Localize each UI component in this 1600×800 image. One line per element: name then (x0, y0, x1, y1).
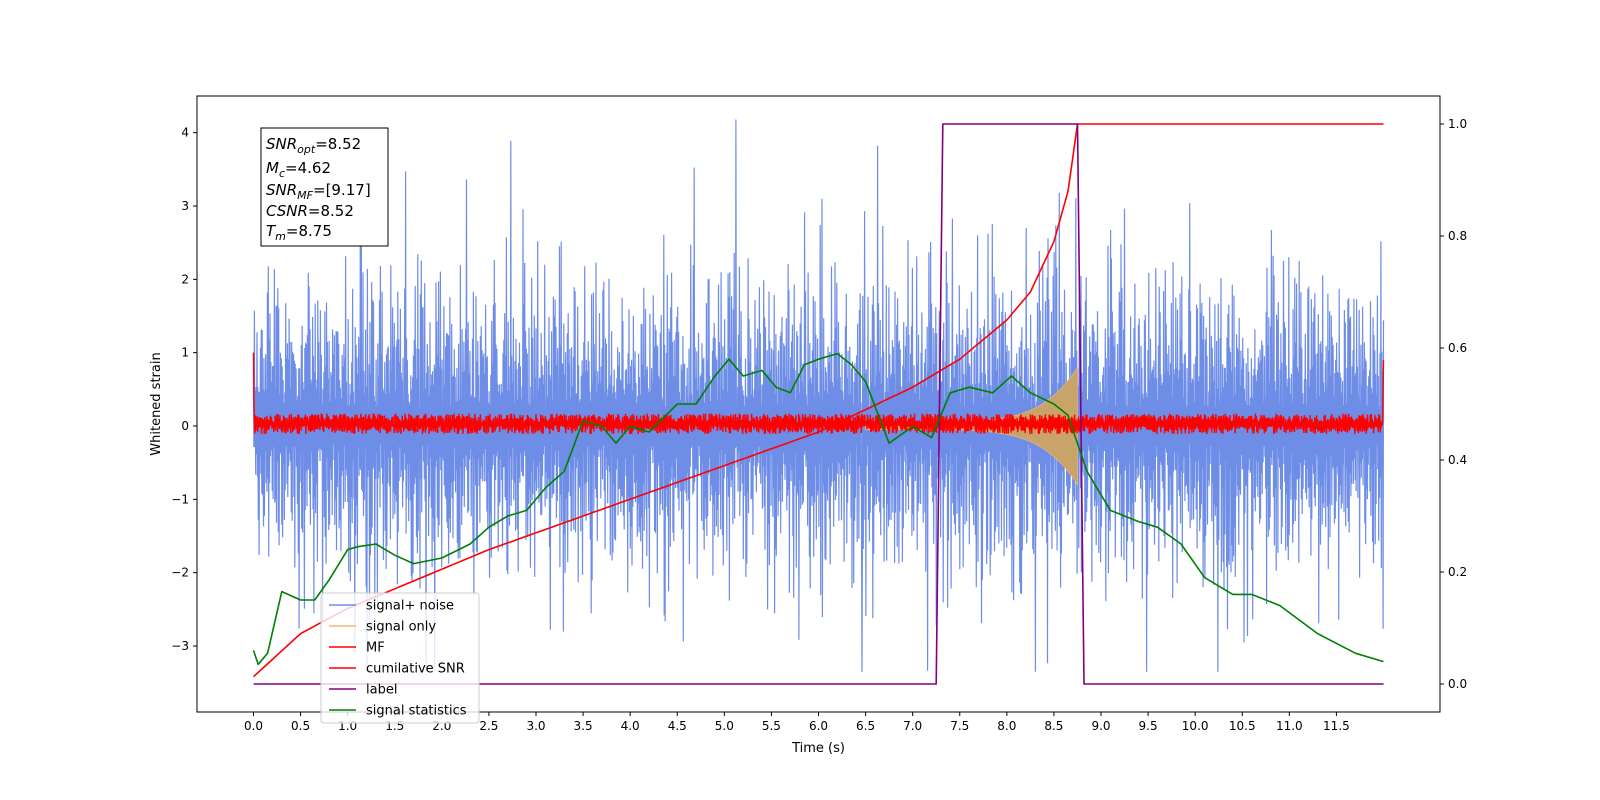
legend: signal+ noise signal only MF cumilative SNR… (320, 592, 480, 724)
legend-label: cumilative SNR (366, 662, 465, 677)
y2-tick-label: 0.8 (1448, 229, 1467, 243)
legend-label: signal+ noise (366, 599, 454, 614)
y2-tick-label: 1.0 (1448, 117, 1467, 131)
series-label-line (253, 123, 1384, 685)
x-tick-label: 0.5 (291, 719, 310, 733)
annotation-box: SNRopt=8.52 Mc=4.62 SNRMF=[9.17] CSNR=8.… (260, 127, 389, 247)
y-tick-label: −1 (171, 492, 189, 506)
y-tick-label: 2 (181, 272, 189, 286)
x-tick-label: 10.0 (1182, 719, 1209, 733)
x-tick-label: 8.5 (1044, 719, 1063, 733)
series-cumulative-snr-line (252, 123, 1384, 678)
y2-tick-label: 0.6 (1448, 341, 1467, 355)
legend-item: label (329, 683, 397, 698)
y-axis-label: Whitened strain (149, 352, 164, 455)
svg-text:Mc=4.62: Mc=4.62 (266, 159, 331, 180)
y-axis-left: −3 −2 −1 0 1 2 3 4 (171, 126, 197, 653)
svg-text:SNRMF=[9.17]: SNRMF=[9.17] (266, 181, 371, 202)
annotation-snr-opt: 8.52 (328, 135, 361, 153)
x-tick-label: 0.0 (244, 719, 263, 733)
y-axis-right: 0.0 0.2 0.4 0.6 0.8 1.0 (1440, 117, 1467, 691)
legend-label: signal only (366, 620, 436, 635)
legend-item: signal statistics (329, 704, 467, 719)
x-tick-label: 4.5 (668, 719, 687, 733)
plot-area (252, 119, 1385, 685)
annotation-tm: 8.75 (298, 222, 331, 240)
x-tick-label: 5.5 (762, 719, 781, 733)
x-tick-label: 8.0 (997, 719, 1016, 733)
legend-label: signal statistics (366, 704, 467, 719)
y-tick-label: −2 (171, 566, 189, 580)
y-tick-label: 4 (181, 126, 189, 140)
series-signal-statistics-line (252, 352, 1384, 666)
x-tick-label: 3.5 (574, 719, 593, 733)
legend-item: MF (329, 641, 385, 656)
annotation-snr-mf: [9.17] (326, 181, 371, 199)
y-tick-label: −3 (171, 639, 189, 653)
x-tick-label: 9.5 (1139, 719, 1158, 733)
svg-text:Tm=8.75: Tm=8.75 (266, 222, 332, 243)
y-tick-label: 0 (181, 419, 189, 433)
x-tick-label: 7.5 (950, 719, 969, 733)
annotation-csnr: 8.52 (321, 202, 354, 220)
y-tick-label: 1 (181, 346, 189, 360)
y2-tick-label: 0.0 (1448, 677, 1467, 691)
x-tick-label: 2.5 (479, 719, 498, 733)
x-tick-label: 6.0 (809, 719, 828, 733)
legend-box (320, 592, 480, 724)
x-tick-label: 11.0 (1276, 719, 1303, 733)
y-tick-label: 3 (181, 199, 189, 213)
x-tick-label: 4.0 (621, 719, 640, 733)
x-tick-label: 9.0 (1091, 719, 1110, 733)
legend-label: MF (366, 641, 385, 656)
legend-item: cumilative SNR (329, 662, 465, 677)
legend-item: signal+ noise (329, 599, 454, 614)
series-signal-noise-line (252, 119, 1385, 672)
series-mf-line (252, 352, 1385, 435)
x-tick-label: 7.0 (903, 719, 922, 733)
x-tick-label: 3.0 (526, 719, 545, 733)
x-tick-label: 6.5 (856, 719, 875, 733)
x-tick-label: 10.5 (1229, 719, 1256, 733)
x-tick-label: 5.0 (715, 719, 734, 733)
y2-tick-label: 0.4 (1448, 453, 1467, 467)
x-axis-label: Time (s) (791, 741, 845, 756)
legend-label: label (366, 683, 397, 698)
svg-text:CSNR=8.52: CSNR=8.52 (266, 202, 354, 220)
x-tick-label: 11.5 (1323, 719, 1350, 733)
annotation-mc: 4.62 (298, 159, 331, 177)
svg-text:SNRopt=8.52: SNRopt=8.52 (266, 135, 361, 156)
legend-item: signal only (329, 620, 436, 635)
y2-tick-label: 0.2 (1448, 565, 1467, 579)
